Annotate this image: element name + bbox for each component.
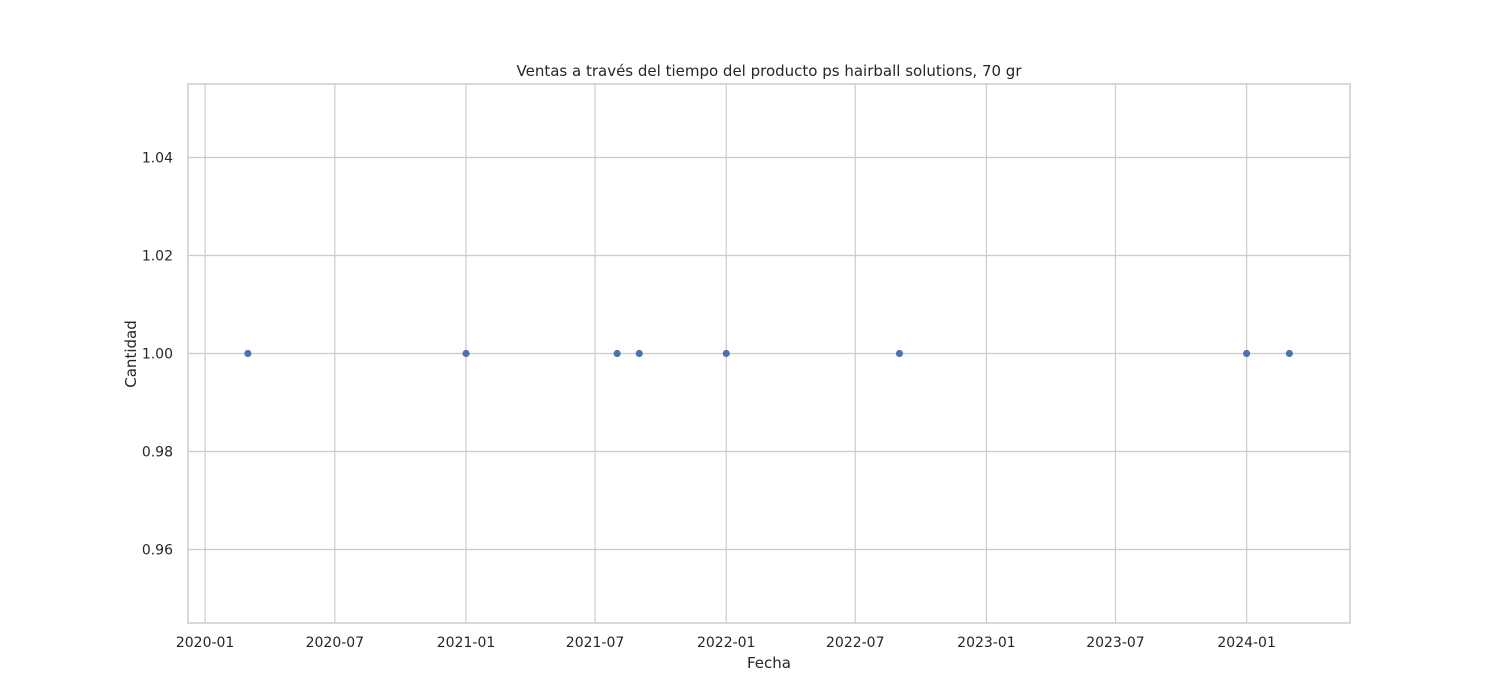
y-tick-label: 1.02 [142,249,173,265]
x-tick-label: 2023-07 [1086,635,1145,651]
data-point [895,349,904,358]
data-point [722,349,730,358]
y-tick-label: 0.96 [142,543,173,559]
data-point [635,349,643,358]
x-tick-label: 2022-07 [826,635,885,651]
y-axis-title: Cantidad [122,320,140,387]
y-tick-labels: 0.96 0.98 1.00 1.02 1.04 [142,151,173,559]
x-tick-label: 2021-07 [566,635,625,651]
y-gridlines [188,156,1350,551]
y-tick-label: 0.98 [142,445,173,461]
y-tick-label: 1.04 [142,151,173,167]
x-axis-title: Fecha [747,654,791,672]
x-tick-label: 2021-01 [437,635,496,651]
data-point [1285,349,1294,358]
data-points [244,349,1294,358]
data-point [462,349,470,358]
x-tick-labels: 2020-01 2020-07 2021-01 2021-07 2022-01 2022-… [176,635,1276,651]
plot-frame [187,83,1351,624]
x-tick-label: 2023-01 [957,635,1016,651]
x-tick-label: 2020-01 [176,635,235,651]
x-tick-label: 2020-07 [306,635,365,651]
chart-title: Ventas a través del tiempo del producto … [517,62,1023,80]
x-tick-label: 2022-01 [697,635,756,651]
data-point [1243,349,1251,358]
data-point [613,349,621,358]
data-point [244,349,252,358]
x-tick-label: 2024-01 [1217,635,1276,651]
y-tick-label: 1.00 [142,347,173,363]
